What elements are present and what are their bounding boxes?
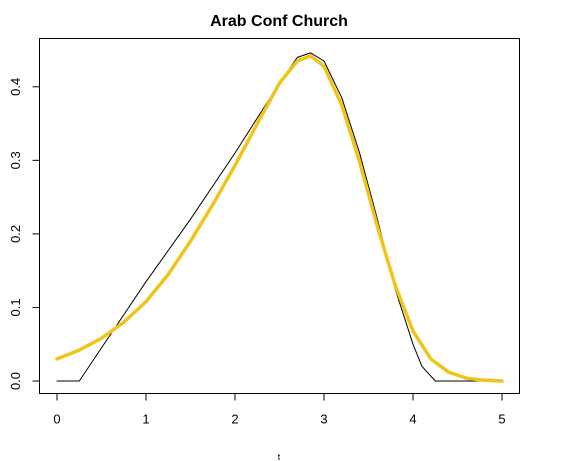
series-line-black — [56, 52, 481, 382]
y-tick-label: 0.3 — [8, 151, 23, 169]
x-tick-label: 0 — [53, 412, 60, 427]
x-tick-label: 3 — [320, 412, 327, 427]
plot-frame — [39, 38, 520, 394]
series-layer — [55, 52, 504, 383]
y-tick-label: 0.0 — [8, 372, 23, 390]
x-tick-label: 2 — [231, 412, 238, 427]
series-line-gold — [55, 54, 504, 383]
y-axis: 0.0 0.1 0.2 0.3 0.4 — [8, 78, 40, 390]
x-axis: 0 1 2 3 4 5 — [53, 393, 506, 427]
x-tick-label: 1 — [142, 412, 149, 427]
chart-title: Arab Conf Church — [210, 13, 348, 30]
y-tick-label: 0.4 — [8, 78, 23, 96]
x-tick-label: 4 — [409, 412, 416, 427]
y-tick-label: 0.2 — [8, 225, 23, 243]
y-tick-label: 0.1 — [8, 298, 23, 316]
x-tick-label: 5 — [498, 412, 505, 427]
x-axis-label: t — [278, 452, 281, 461]
